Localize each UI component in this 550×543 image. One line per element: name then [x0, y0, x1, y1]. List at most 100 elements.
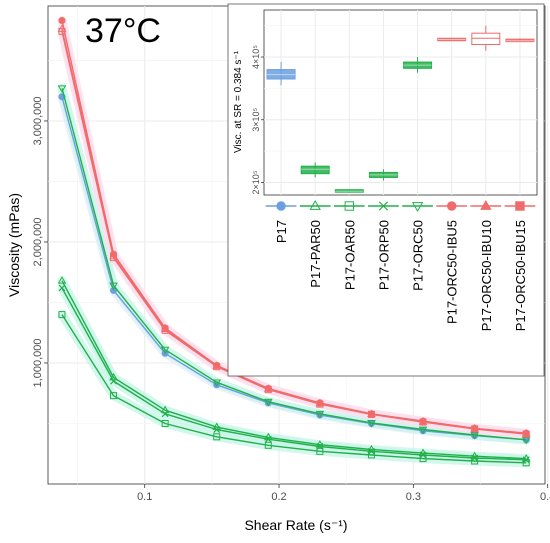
main-y-ticks: 1,000,000 2,000,000 3,000,000: [32, 96, 48, 387]
legend-key-p17: [265, 201, 297, 211]
series-line: [61, 88, 527, 441]
legend-key-p17-orc50: [402, 202, 433, 213]
data-point: [212, 379, 222, 387]
box-body: [471, 32, 501, 45]
y-tick-label: 1,000,000: [32, 339, 44, 388]
series-p17-orc50: [57, 85, 531, 445]
data-point: [471, 454, 479, 462]
legend-key-p17-oar50: [333, 201, 365, 211]
data-point: [109, 251, 118, 260]
data-point: [368, 447, 375, 455]
legend-key-p17-par50: [299, 199, 331, 210]
data-point: [316, 447, 324, 455]
data-point: [522, 430, 530, 438]
series-line: [61, 280, 527, 460]
data-point: [316, 443, 324, 450]
series-p17-orp50: [58, 284, 530, 464]
data-point: [521, 429, 531, 437]
data-point: [110, 392, 118, 400]
data-point: [57, 85, 67, 93]
data-point: [470, 432, 479, 440]
legend-key-p17-orp50: [368, 201, 399, 211]
legend-marker: [378, 201, 389, 211]
legend-key-p17-orc50-ibu10: [470, 199, 502, 210]
y-tick-label: 2,000,000: [32, 218, 44, 267]
legend-key-p17-orc50-ibu5: [436, 201, 468, 211]
main-x-ticks: 0.1 0.2 0.3 0.4: [137, 484, 550, 503]
inset-y-ticks: 2×10⁵ 3×10⁵ 4×10⁵: [251, 45, 264, 194]
box-p17-orc50-ibu10: [471, 25, 501, 51]
y-tick-label: 3,000,000: [32, 96, 44, 145]
box-p17-orc50-ibu15: [505, 38, 535, 43]
x-tick-label: 0.3: [406, 491, 421, 503]
data-point: [110, 377, 117, 385]
data-point: [315, 410, 325, 419]
inset-y-tick-label: 3×10⁵: [251, 107, 261, 131]
data-point: [367, 410, 375, 418]
data-point: [110, 254, 118, 262]
legend-marker: [309, 199, 321, 210]
box-p17: [266, 62, 296, 86]
data-point: [110, 286, 118, 294]
inset-legend-keys: [265, 199, 536, 213]
data-point: [264, 386, 272, 394]
y-axis-title: Viscosity (mPas): [6, 193, 22, 297]
chart-title: 37°C: [85, 12, 161, 50]
box-p17-orc50: [403, 57, 433, 73]
legend-marker: [480, 199, 492, 210]
box-body: [300, 165, 330, 175]
box-p17-oar50: [334, 189, 364, 193]
inset-category-label: P17-ORP50: [376, 220, 391, 290]
inset-category-label: P17: [274, 220, 289, 243]
data-point: [57, 276, 67, 284]
data-point: [58, 27, 66, 35]
legend-key-p17-orc50-ibu15: [504, 201, 536, 211]
main-series-group: [57, 16, 531, 468]
data-point: [419, 451, 427, 459]
x-tick-label: 0.4: [540, 491, 550, 503]
data-point: [58, 311, 66, 319]
x-tick-label: 0.1: [137, 491, 152, 503]
inset-y-tick-label: 4×10⁵: [251, 45, 261, 69]
data-point: [213, 426, 221, 433]
inset-category-label: P17-ORC50-IBU5: [445, 220, 460, 324]
data-point: [213, 433, 221, 441]
legend-marker: [446, 201, 457, 211]
data-point: [471, 425, 479, 433]
inset-y-axis-title: Visc. at SR = 0.384 s⁻¹: [233, 50, 244, 153]
data-point: [522, 456, 530, 464]
data-point: [264, 435, 272, 443]
data-point: [419, 418, 427, 426]
series-line: [61, 96, 527, 441]
inset-category-labels: P17 P17-PAR50 P17-OAR50 P17-ORP50 P17-ORC50 P…: [274, 220, 528, 331]
inset-category-label: P17-ORC50-IBU10: [479, 220, 494, 331]
series-p17-orc50-ibu15: [58, 27, 530, 438]
box-p17-orp50: [368, 169, 398, 181]
legend-marker: [276, 201, 286, 211]
data-point: [316, 400, 324, 408]
inset-category-label: P17-ORC50-IBU15: [513, 220, 528, 331]
legend-marker: [411, 202, 424, 213]
legend-marker: [515, 201, 525, 211]
legend-marker: [344, 201, 355, 211]
x-tick-label: 0.2: [271, 491, 286, 503]
inset-category-label: P17-OAR50: [342, 220, 357, 290]
data-point: [109, 282, 118, 291]
x-axis-title: Shear Rate (s⁻¹): [244, 517, 347, 533]
inset-category-label: P17-PAR50: [308, 220, 323, 288]
data-point: [58, 17, 66, 25]
data-point: [58, 284, 66, 292]
box-p17-par50: [300, 162, 330, 178]
inset-y-tick-label: 2×10⁵: [251, 170, 261, 194]
series-line: [61, 31, 527, 435]
inset-category-label: P17-ORC50: [411, 220, 426, 291]
data-point: [264, 441, 272, 449]
box-p17-orc50-ibu5: [437, 37, 467, 42]
data-point: [161, 326, 169, 334]
data-point: [160, 346, 170, 355]
data-point: [161, 410, 169, 418]
data-point: [213, 363, 221, 371]
data-point: [418, 426, 428, 435]
